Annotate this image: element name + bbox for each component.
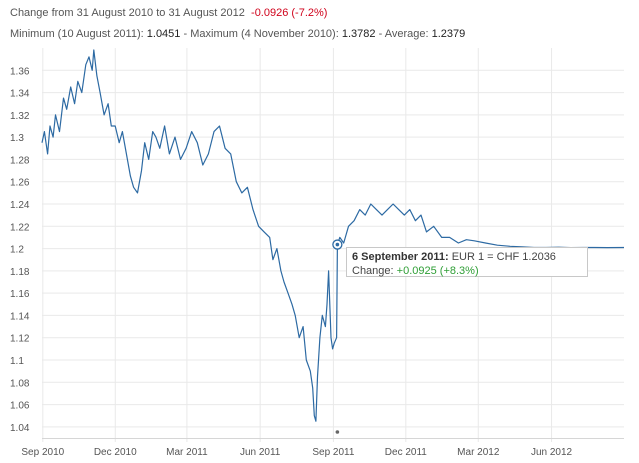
y-tick-label: 1.26 [10, 178, 30, 189]
y-tick-label: 1.14 [10, 311, 30, 322]
avg-label: Average: [384, 28, 429, 40]
y-tick-label: 1.12 [10, 334, 30, 345]
x-tick-label: Mar 2011 [166, 447, 208, 458]
end-date: 31 August 2012 [168, 7, 245, 19]
start-date: 31 August 2010 [76, 7, 154, 19]
summary-panel: Change from 31 August 2010 to 31 August … [10, 3, 465, 45]
y-tick-label: 1.36 [10, 66, 30, 77]
y-tick-label: 1.04 [10, 423, 30, 434]
tooltip-rate: EUR 1 = CHF 1.2036 [451, 251, 556, 263]
min-value: 1.0451 [146, 28, 181, 40]
y-tick-label: 1.06 [10, 401, 30, 412]
tooltip-change-value: +0.0925 (+8.3%) [396, 265, 479, 277]
tooltip: 6 September 2011: EUR 1 = CHF 1.2036 Cha… [346, 247, 588, 277]
y-tick-label: 1.24 [10, 200, 30, 211]
max-label: Maximum (4 November 2010): [190, 28, 339, 40]
x-tick-label: Sep 2011 [312, 447, 355, 458]
y-tick-label: 1.22 [10, 222, 30, 233]
y-tick-label: 1.32 [10, 111, 30, 122]
x-tick-label: Jun 2012 [531, 447, 573, 458]
y-tick-label: 1.28 [10, 155, 30, 166]
separator: - [183, 28, 188, 40]
x-tick-label: Dec 2010 [94, 447, 137, 458]
y-tick-label: 1.1 [10, 356, 24, 367]
tooltip-date: 6 September 2011: [352, 251, 449, 263]
min-label: Minimum (10 August 2011): [10, 28, 144, 40]
y-tick-label: 1.34 [10, 89, 30, 100]
x-tick-label: Sep 2010 [21, 447, 64, 458]
change-prefix: Change from [10, 7, 74, 19]
x-tick-label: Dec 2011 [385, 447, 428, 458]
series-line [41, 49, 625, 422]
y-tick-label: 1.2 [10, 245, 24, 256]
tooltip-change-label: Change: [352, 265, 394, 277]
change-value: -0.0926 (-7.2%) [251, 7, 328, 19]
highlight-marker-dot [335, 242, 340, 247]
y-tick-label: 1.3 [10, 133, 24, 144]
max-value: 1.3782 [341, 28, 376, 40]
x-tick-label: Jun 2011 [240, 447, 281, 458]
y-tick-label: 1.18 [10, 267, 30, 278]
separator: - [378, 28, 383, 40]
avg-value: 1.2379 [431, 28, 466, 40]
y-tick-label: 1.16 [10, 289, 30, 300]
axis-marker-dot [335, 430, 340, 434]
change-line: Change from 31 August 2010 to 31 August … [10, 3, 465, 24]
to-word: to [156, 7, 166, 19]
min-max-line: Minimum (10 August 2011): 1.0451 - Maxim… [10, 24, 465, 45]
x-tick-label: Mar 2012 [457, 447, 500, 458]
y-tick-label: 1.08 [10, 378, 30, 389]
